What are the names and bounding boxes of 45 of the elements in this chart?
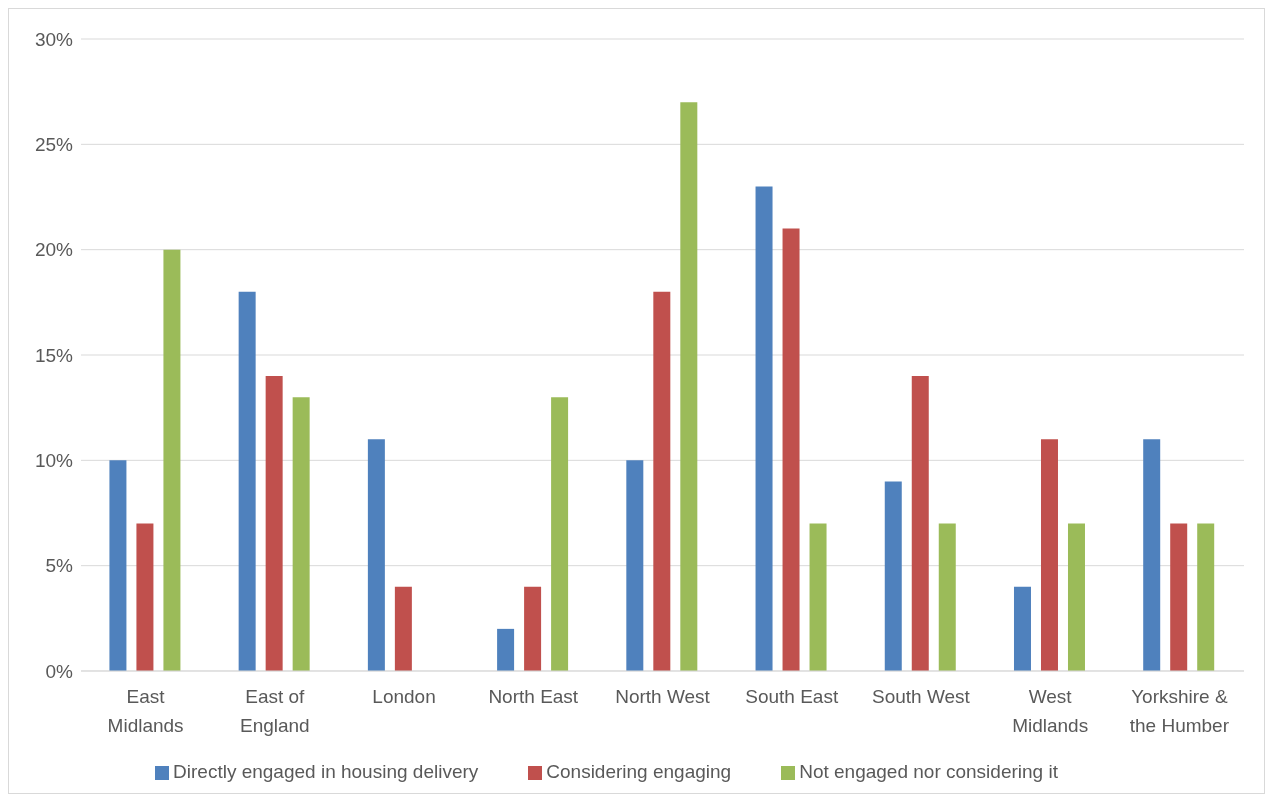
bar (884, 481, 902, 671)
bar (626, 460, 644, 671)
y-tick-label: 5% (45, 555, 74, 577)
y-tick-label: 25% (34, 134, 74, 156)
bar (938, 523, 956, 671)
x-tick-label: South East (745, 686, 839, 707)
bar (109, 460, 127, 671)
bar (524, 586, 542, 671)
bar (809, 523, 827, 671)
bar (292, 397, 310, 671)
bar (238, 291, 256, 671)
legend-label: Considering engaging (546, 761, 732, 782)
y-tick-label: 20% (34, 239, 74, 261)
x-tick-label: London (372, 686, 436, 707)
bar (497, 628, 515, 671)
bar (367, 439, 385, 671)
bar (136, 523, 154, 671)
x-tick-label: East of England (239, 686, 310, 736)
bar (782, 228, 800, 671)
y-tick-label: 0% (45, 660, 74, 682)
bar (1143, 439, 1161, 671)
bar (1067, 523, 1085, 671)
x-tick-label: Yorkshire & the Humber (1129, 686, 1230, 736)
x-tick-label: South West (872, 686, 971, 707)
bar (1013, 586, 1031, 671)
bar (394, 586, 412, 671)
bar (1170, 523, 1188, 671)
bar (1040, 439, 1058, 671)
bar (911, 376, 929, 671)
bar (163, 249, 181, 671)
bar (755, 186, 773, 671)
legend-label: Directly engaged in housing delivery (173, 761, 479, 782)
y-tick-label: 30% (34, 28, 74, 50)
x-tick-label: West Midlands (1012, 686, 1089, 736)
bar (680, 102, 698, 671)
x-tick-label: North West (615, 686, 711, 707)
bar (551, 397, 569, 671)
y-tick-label: 10% (34, 450, 74, 472)
bar (653, 291, 671, 671)
bar (265, 376, 283, 671)
x-tick-label: North East (488, 686, 579, 707)
y-tick-label: 15% (34, 344, 74, 366)
bar (1197, 523, 1215, 671)
x-tick-label: East Midlands (107, 686, 184, 736)
legend-label: Not engaged nor considering it (799, 761, 1058, 782)
